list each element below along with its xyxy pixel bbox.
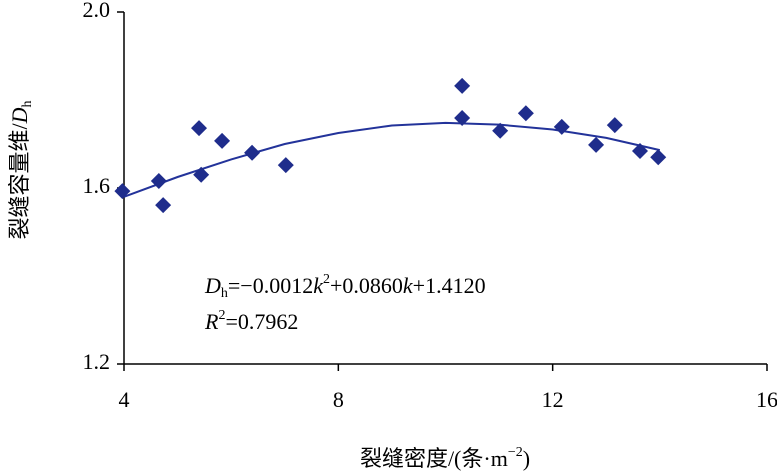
x-axis-label: 裂缝密度/(条·m−2)	[360, 445, 530, 471]
data-point	[191, 120, 208, 137]
data-point	[553, 118, 570, 135]
x-tick-label: 4	[119, 387, 130, 412]
data-point	[606, 117, 623, 134]
data-point	[244, 144, 261, 161]
data-point	[193, 166, 210, 183]
data-point	[454, 77, 471, 94]
data-point	[214, 132, 231, 149]
data-point	[650, 149, 667, 166]
r-squared: R2=0.7962	[204, 308, 298, 334]
y-tick-label: 1.2	[83, 349, 111, 374]
data-point	[454, 110, 471, 127]
x-tick-label: 16	[756, 387, 777, 412]
fit-equation: Dh=−0.0012k2+0.0860k+1.4120	[204, 272, 486, 301]
y-tick-label: 1.6	[83, 173, 111, 198]
fit-curve	[123, 121, 661, 198]
data-point	[155, 197, 172, 214]
data-point	[277, 157, 294, 174]
data-point	[492, 122, 509, 139]
x-tick-label: 12	[542, 387, 564, 412]
data-point	[517, 105, 534, 122]
data-point	[114, 183, 131, 200]
x-tick-label: 8	[333, 387, 344, 412]
y-tick-label: 2.0	[83, 0, 111, 22]
data-point	[588, 136, 605, 153]
data-point	[632, 143, 649, 160]
data-point	[150, 172, 167, 189]
y-axis-label: 裂缝容量维/Dh	[7, 100, 35, 239]
